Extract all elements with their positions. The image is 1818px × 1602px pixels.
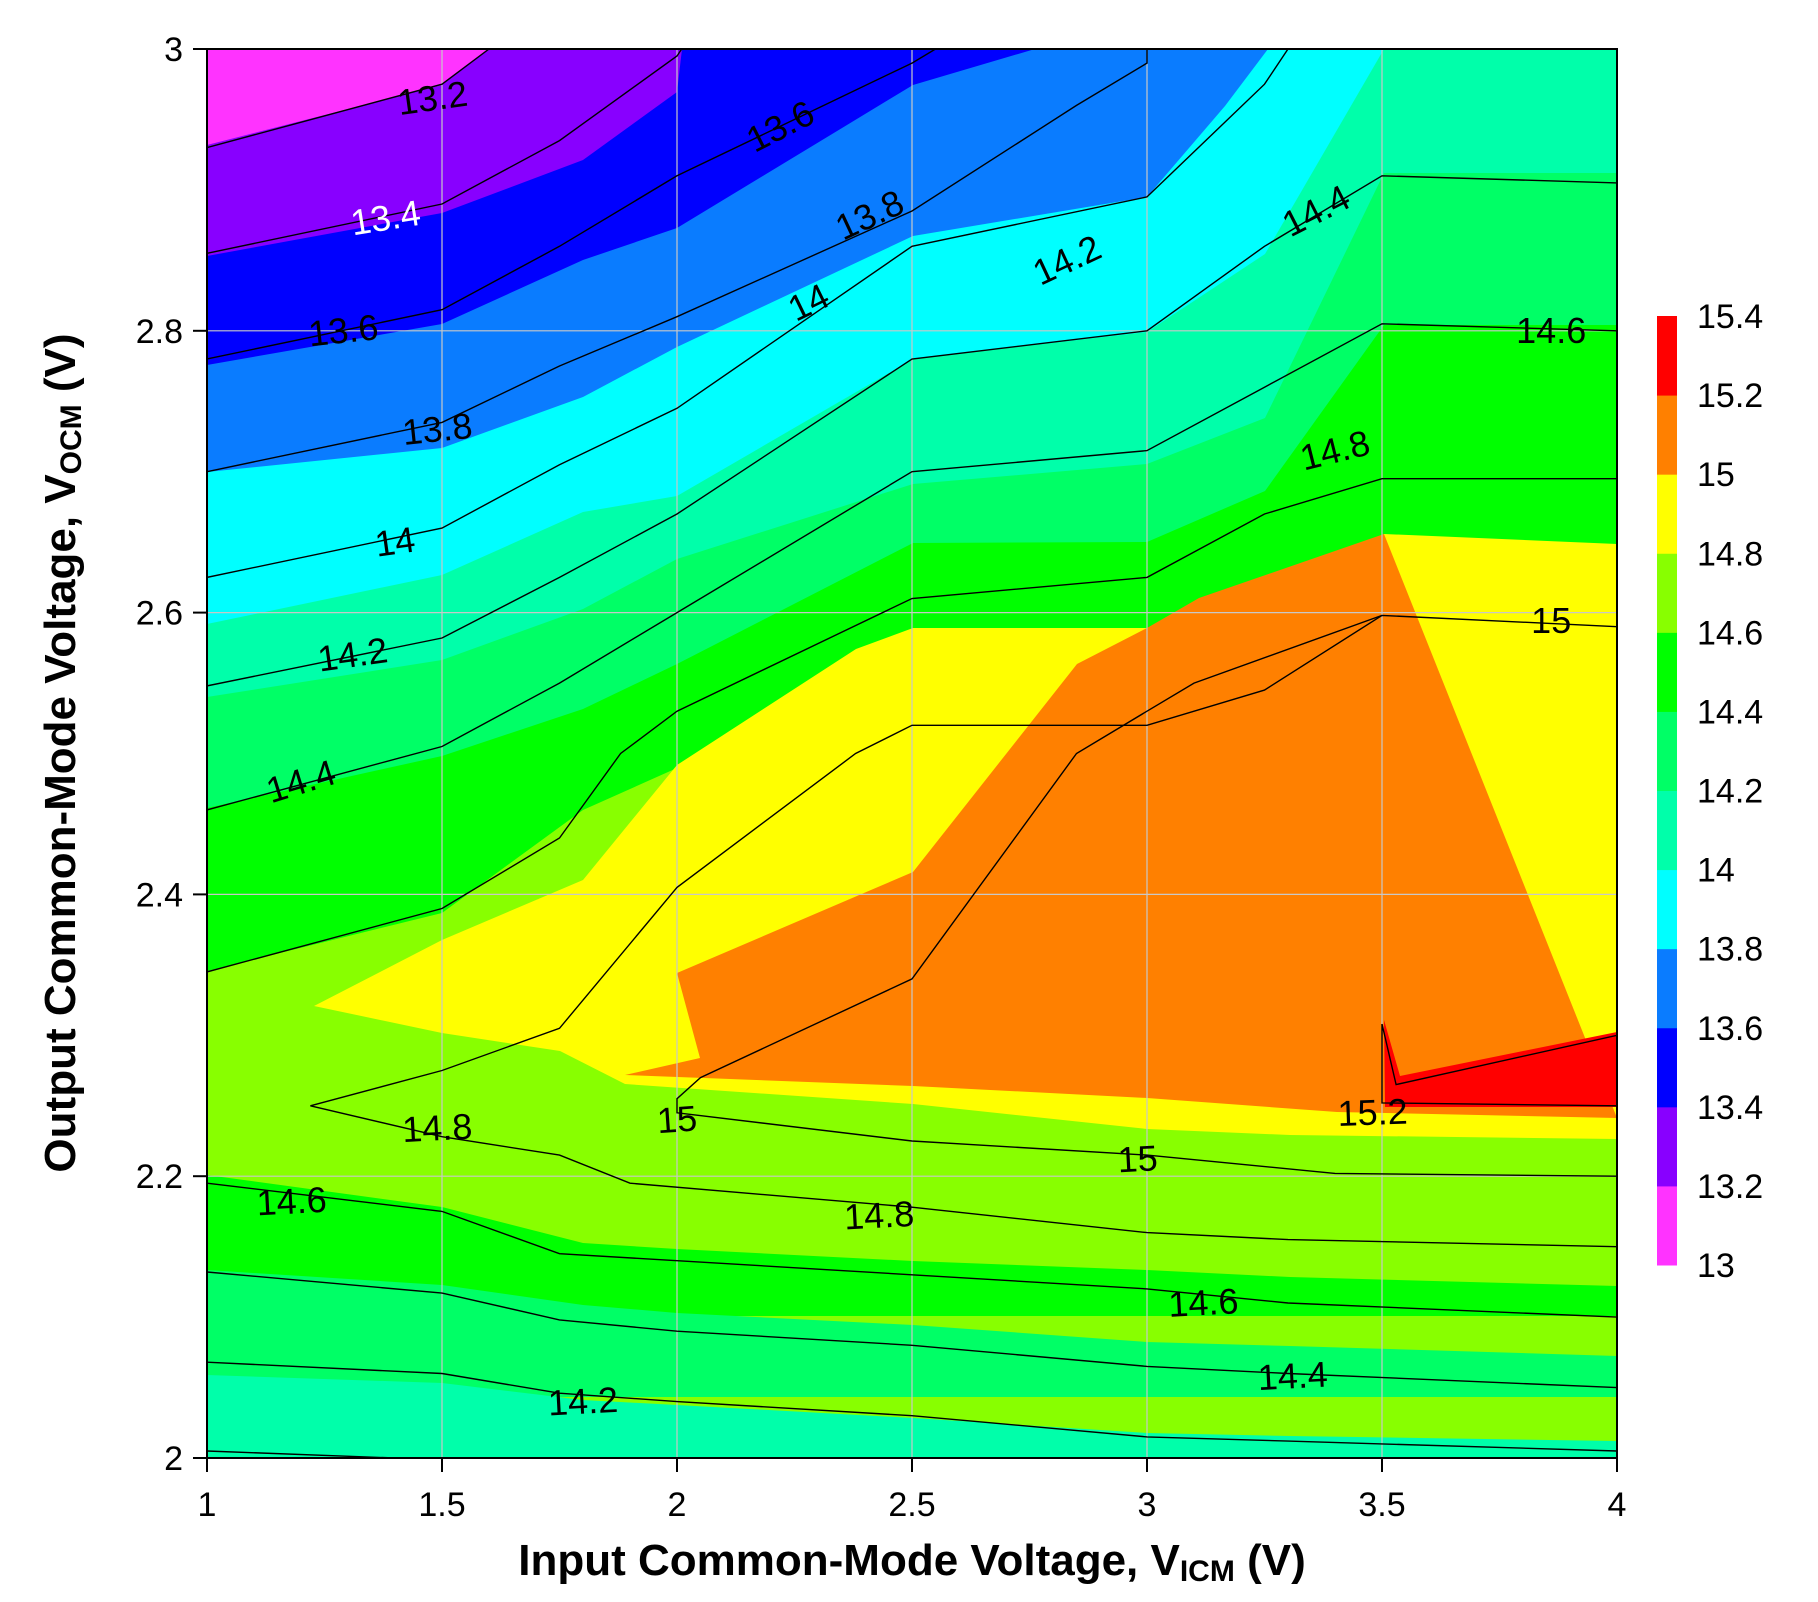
- contour-labels: 13.213.413.613.613.813.8141414.214.214.4…: [256, 73, 1587, 1424]
- contour-label: 14.6: [1167, 1280, 1239, 1325]
- contour-label: 14.2: [547, 1379, 619, 1424]
- y-tick-label: 2: [164, 1440, 183, 1478]
- contour-line-13.2: [207, 49, 490, 149]
- contour-line-15.2: [1381, 1023, 1617, 1107]
- contour-label: 14.6: [256, 1179, 328, 1224]
- colorbar-swatch: [1657, 869, 1677, 950]
- colorbar-swatch: [1657, 1106, 1677, 1187]
- colorbar-label: 13.2: [1697, 1168, 1763, 1206]
- band-14.4-14.6-bottom: [207, 1175, 1617, 1316]
- contour-label: 13.8: [400, 405, 474, 453]
- contour-line-14: [207, 49, 1289, 579]
- colorbar-swatch: [1657, 632, 1677, 712]
- y-axis-title-suffix: (V): [36, 333, 85, 404]
- x-axis-title-main: Input Common-Mode Voltage, V: [518, 1536, 1180, 1585]
- contour-line-14.2: [207, 175, 1617, 687]
- colorbar-label: 15.4: [1697, 298, 1763, 336]
- y-axis: 2 2.2 2.4 2.6 2.8 3: [136, 31, 207, 1478]
- band-13.0-13.2-top: [207, 49, 489, 145]
- y-axis-title-sub: OCM: [55, 404, 88, 474]
- colorbar-label: 13.8: [1697, 931, 1763, 969]
- contour-label: 13.2: [395, 73, 470, 123]
- colorbar-swatch: [1657, 553, 1677, 633]
- contour-label: 14.8: [401, 1105, 473, 1150]
- contour-line-15: [676, 614, 1617, 1177]
- x-axis-title-suffix: (V): [1235, 1536, 1306, 1585]
- colorbar-swatch: [1657, 474, 1677, 554]
- contour-line-13.8: [207, 49, 1148, 473]
- contour-line-14.4: [207, 323, 1617, 811]
- contour-line-14: [207, 1450, 396, 1458]
- x-tick-label: 4: [1608, 1486, 1627, 1524]
- y-tick-label: 2.6: [136, 595, 183, 633]
- y-tick-label: 2.4: [136, 876, 183, 914]
- colorbar-label: 14.4: [1697, 693, 1763, 731]
- colorbar-swatch: [1657, 790, 1677, 871]
- y-axis-title: Output Common-Mode Voltage, VOCM (V): [36, 333, 88, 1172]
- contour-line-14.6: [207, 1182, 1617, 1318]
- colorbar-swatch: [1657, 395, 1677, 475]
- colorbar-label: 13: [1697, 1247, 1735, 1285]
- y-axis-title-main: Output Common-Mode Voltage, V: [36, 474, 85, 1173]
- colorbar-label: 14: [1697, 852, 1735, 890]
- contour-line-13.4: [207, 49, 683, 254]
- x-tick-label: 2.5: [888, 1486, 935, 1524]
- band-14.0-14.2-bottom: [207, 1375, 1617, 1458]
- colorbar-swatch: [1657, 1027, 1677, 1108]
- colorbar: 13 13.2 13.4 13.6 13.8 14 14.2 14.4 14.6 14.8 15 15…: [1657, 298, 1763, 1285]
- contour-label: 14.2: [315, 629, 390, 679]
- grid: [207, 49, 1617, 1458]
- x-axis-title: Input Common-Mode Voltage, VICM (V): [518, 1536, 1305, 1588]
- contour-label: 14.8: [843, 1193, 915, 1238]
- y-tick-label: 2.2: [136, 1158, 183, 1196]
- colorbar-swatch: [1657, 711, 1677, 791]
- contour-label: 14.4: [1257, 1353, 1329, 1398]
- contour-lines: [207, 49, 1617, 1458]
- colorbar-label: 15: [1697, 456, 1735, 494]
- contour-line-14.8: [310, 614, 1617, 1248]
- colorbar-swatch: [1657, 316, 1677, 396]
- x-axis: 1 1.5 2 2.5 3 3.5 4: [198, 1458, 1627, 1524]
- colorbar-swatch: [1657, 1185, 1677, 1266]
- contour-line-14.6: [207, 478, 1617, 973]
- colorbar-label: 14.2: [1697, 773, 1763, 811]
- x-tick-label: 3.5: [1358, 1486, 1405, 1524]
- contour-label: 14.6: [1516, 310, 1586, 351]
- contour-line-14.2: [207, 1361, 1617, 1452]
- colorbar-label: 14.6: [1697, 614, 1763, 652]
- colorbar-label: 15.2: [1697, 377, 1763, 415]
- colorbar-swatch: [1657, 948, 1677, 1029]
- contour-line-13.6: [207, 49, 936, 360]
- x-tick-label: 3: [1138, 1486, 1157, 1524]
- colorbar-label: 14.8: [1697, 535, 1763, 573]
- contour-label: 15: [1531, 600, 1571, 641]
- contour-label: 13.6: [306, 306, 380, 354]
- y-tick-label: 3: [164, 31, 183, 69]
- colorbar-label: 13.6: [1697, 1010, 1763, 1048]
- band-15.0-15.2: [625, 534, 1617, 1118]
- x-tick-label: 1.5: [418, 1486, 465, 1524]
- colorbar-label: 13.4: [1697, 1089, 1763, 1127]
- contour-label: 15: [1117, 1137, 1159, 1180]
- x-tick-label: 1: [198, 1486, 217, 1524]
- band-15.2-15.4: [1384, 1020, 1617, 1107]
- y-tick-label: 2.8: [136, 313, 183, 351]
- contour-label: 14: [372, 519, 417, 565]
- contour-line-14.4: [207, 1271, 1617, 1389]
- contour-label: 15.2: [1337, 1091, 1408, 1134]
- x-tick-label: 2: [668, 1486, 687, 1524]
- contour-label: 15: [656, 1097, 699, 1141]
- x-axis-title-sub: ICM: [1180, 1555, 1235, 1588]
